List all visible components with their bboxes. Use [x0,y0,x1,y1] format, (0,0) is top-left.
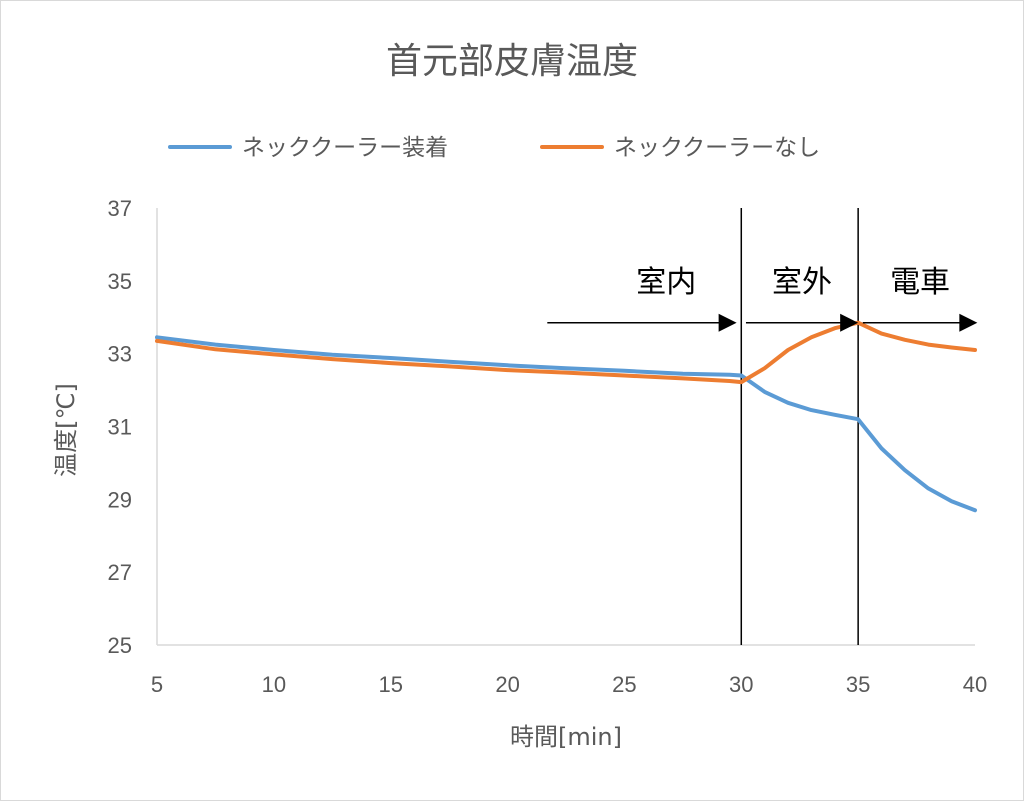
x-tick-label: 20 [495,672,519,697]
phase-label: 室内 [636,265,696,300]
phase-label: 室外 [772,265,832,300]
phase-divider-lines [740,208,859,645]
y-tick-label: 27 [108,560,132,585]
y-tick-label: 37 [108,196,132,221]
x-axis-title: 時間[min] [510,723,622,751]
phase-arrow-head [840,313,859,332]
x-tick-label: 35 [846,672,870,697]
y-tick-label: 31 [108,415,132,440]
y-tick-label: 35 [108,269,132,294]
x-tick-label: 25 [612,672,636,697]
phase-arrow-head [718,313,737,332]
legend: ネッククーラー装着 ネッククーラーなし [168,135,820,161]
chart-title: 首元部皮膚温度 [386,41,638,82]
x-tick-label: 5 [151,672,163,697]
legend-label-series-2: ネッククーラーなし [614,135,820,161]
x-tick-label: 40 [963,672,987,697]
series-lines [155,320,977,513]
x-tick-label: 30 [729,672,753,697]
legend-label-series-1: ネッククーラー装着 [242,135,448,161]
series-line-2 [155,320,977,385]
phase-annotations: 室内 室外 電車 [547,265,978,332]
y-tick-label: 29 [108,487,132,512]
x-tick-labels: 5 10 15 20 25 30 35 40 [151,672,987,697]
phase-arrow-head [959,313,978,332]
phase-label: 電車 [890,265,950,300]
y-tick-label: 33 [108,342,132,367]
y-axis-title: 温度[℃] [52,383,80,477]
x-tick-label: 10 [262,672,286,697]
y-tick-labels: 25 27 29 31 33 35 37 [108,196,132,658]
x-tick-label: 15 [378,672,402,697]
series-line-1 [155,335,977,513]
y-tick-label: 25 [108,633,132,658]
